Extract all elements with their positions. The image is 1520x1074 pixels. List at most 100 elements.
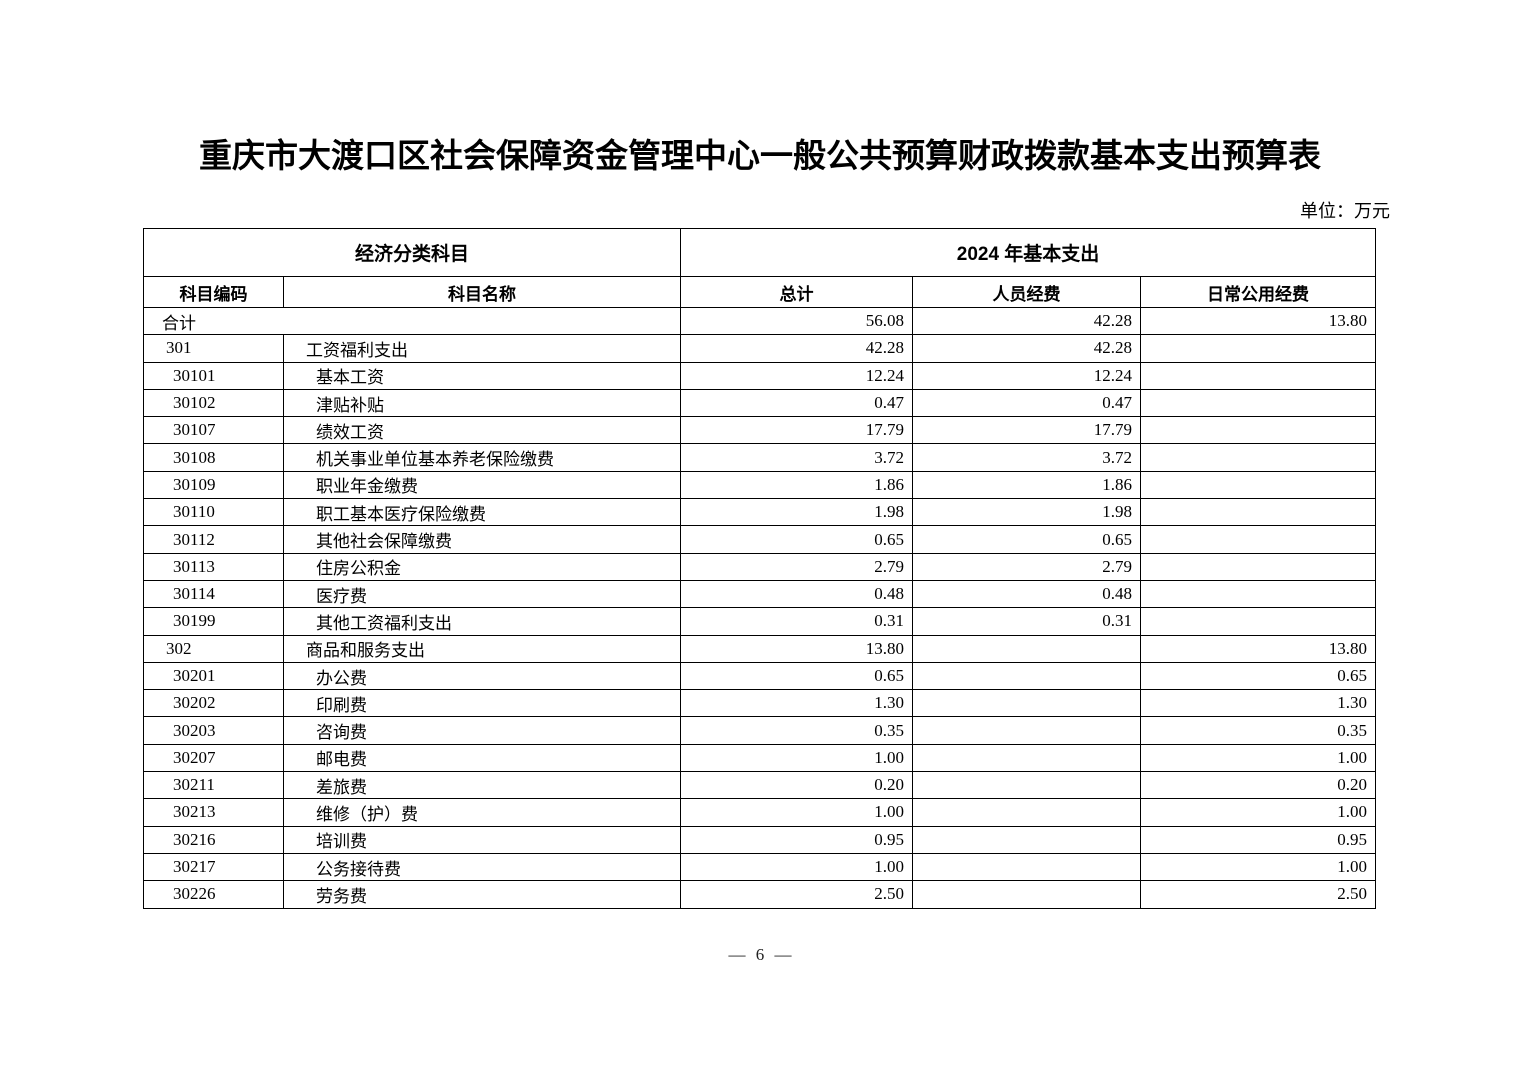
group-header-2024-basic-expenditure: 2024 年基本支出 [680,228,1377,277]
table-row: 30107 绩效工资 17.79 17.79 [143,416,1377,445]
table-row: 30110 职工基本医疗保险缴费 1.98 1.98 [143,498,1377,527]
cell-code: 302 [143,634,284,663]
cell-name: 职业年金缴费 [282,470,682,500]
cell-name: 差旅费 [282,771,682,800]
cell-code: 30211 [143,771,284,800]
cell-daily [1140,334,1377,363]
cell-code: 30114 [143,579,284,609]
cell-personnel: 0.65 [912,525,1142,554]
cell-name: 基本工资 [282,361,682,390]
cell-personnel [912,798,1142,827]
cell-personnel: 12.24 [912,361,1142,390]
cell-code: 30199 [143,607,284,636]
cell-name: 工资福利支出 [282,334,682,363]
cell-name: 维修（护）费 [282,798,682,827]
table-row: 30101 基本工资 12.24 12.24 [143,361,1377,390]
cell-daily: 0.20 [1140,771,1377,800]
cell-daily: 1.30 [1140,689,1377,718]
cell-personnel: 0.47 [912,388,1142,418]
cell-code: 30217 [143,852,284,882]
table-row: 30203 咨询费 0.35 0.35 [143,716,1377,745]
cell-daily [1140,470,1377,500]
cell-personnel [912,743,1142,773]
cell-personnel: 0.31 [912,607,1142,636]
cell-total: 0.35 [680,716,914,745]
table-row: 30201 办公费 0.65 0.65 [143,661,1377,691]
cell-total: 1.00 [680,852,914,882]
cell-total: 1.98 [680,498,914,527]
cell-code: 合计 [142,306,682,336]
cell-daily [1140,579,1377,609]
cell-code: 30226 [143,880,284,909]
column-header-total: 总计 [680,276,914,308]
cell-name: 其他社会保障缴费 [282,525,682,554]
table-row: 30109 职业年金缴费 1.86 1.86 [143,470,1377,500]
cell-code: 30213 [143,798,284,827]
cell-personnel: 3.72 [912,443,1142,472]
table-row: 合计 56.08 42.28 13.80 [142,306,1377,336]
cell-code: 30201 [143,661,284,691]
table-row: 30108 机关事业单位基本养老保险缴费 3.72 3.72 [143,443,1377,472]
table-row: 30213 维修（护）费 1.00 1.00 [143,798,1377,827]
column-header-code: 科目编码 [143,276,284,308]
cell-daily [1140,552,1377,581]
cell-daily: 0.35 [1140,716,1377,745]
cell-code: 30207 [143,743,284,773]
unit-label: 单位：万元 [1300,201,1390,221]
table-row: 30226 劳务费 2.50 2.50 [143,880,1377,909]
cell-personnel: 2.79 [912,552,1142,581]
cell-personnel [912,771,1142,800]
cell-total: 0.65 [680,661,914,691]
cell-code: 30203 [143,716,284,745]
cell-total: 56.08 [680,306,914,336]
cell-daily: 0.95 [1140,825,1377,854]
cell-personnel [912,880,1142,909]
cell-code: 301 [143,334,284,363]
cell-total: 2.79 [680,552,914,581]
table-row: 30102 津贴补贴 0.47 0.47 [143,388,1377,418]
table-row: 30211 差旅费 0.20 0.20 [143,771,1377,800]
cell-total: 13.80 [680,634,914,663]
table-row: 302 商品和服务支出 13.80 13.80 [143,634,1377,663]
cell-name: 医疗费 [282,579,682,609]
cell-total: 0.47 [680,388,914,418]
table-row: 30202 印刷费 1.30 1.30 [143,689,1377,718]
table-column-header-row: 科目编码 科目名称 总计 人员经费 日常公用经费 [143,276,1377,308]
cell-personnel [912,689,1142,718]
cell-daily [1140,607,1377,636]
cell-daily [1140,416,1377,445]
cell-daily [1140,361,1377,390]
cell-personnel: 1.86 [912,470,1142,500]
table-group-header-row: 经济分类科目 2024 年基本支出 [142,228,1377,277]
table-row: 30217 公务接待费 1.00 1.00 [143,852,1377,882]
cell-daily: 1.00 [1140,743,1377,773]
cell-personnel: 17.79 [912,416,1142,445]
cell-code: 30216 [143,825,284,854]
cell-personnel: 1.98 [912,498,1142,527]
cell-name: 邮电费 [282,743,682,773]
cell-name: 商品和服务支出 [282,634,682,663]
cell-total: 0.31 [680,607,914,636]
table-row: 30216 培训费 0.95 0.95 [143,825,1377,854]
cell-name: 劳务费 [282,880,682,909]
cell-total: 0.65 [680,525,914,554]
cell-code: 30107 [143,416,284,445]
cell-personnel [912,661,1142,691]
table-row: 30112 其他社会保障缴费 0.65 0.65 [143,525,1377,554]
cell-total: 42.28 [680,334,914,363]
column-header-daily: 日常公用经费 [1140,276,1377,308]
cell-daily [1140,443,1377,472]
cell-total: 1.00 [680,743,914,773]
table-row: 30114 医疗费 0.48 0.48 [143,579,1377,609]
table-header: 经济分类科目 2024 年基本支出 科目编码 科目名称 总计 人员经费 日常公用… [142,228,1377,308]
cell-personnel: 42.28 [912,306,1142,336]
cell-total: 0.95 [680,825,914,854]
cell-total: 17.79 [680,416,914,445]
table-row: 30207 邮电费 1.00 1.00 [143,743,1377,773]
cell-daily [1140,388,1377,418]
cell-personnel: 42.28 [912,334,1142,363]
cell-name: 办公费 [282,661,682,691]
page-number: — 6 — [728,945,792,964]
cell-total: 3.72 [680,443,914,472]
column-header-personnel: 人员经费 [912,276,1142,308]
